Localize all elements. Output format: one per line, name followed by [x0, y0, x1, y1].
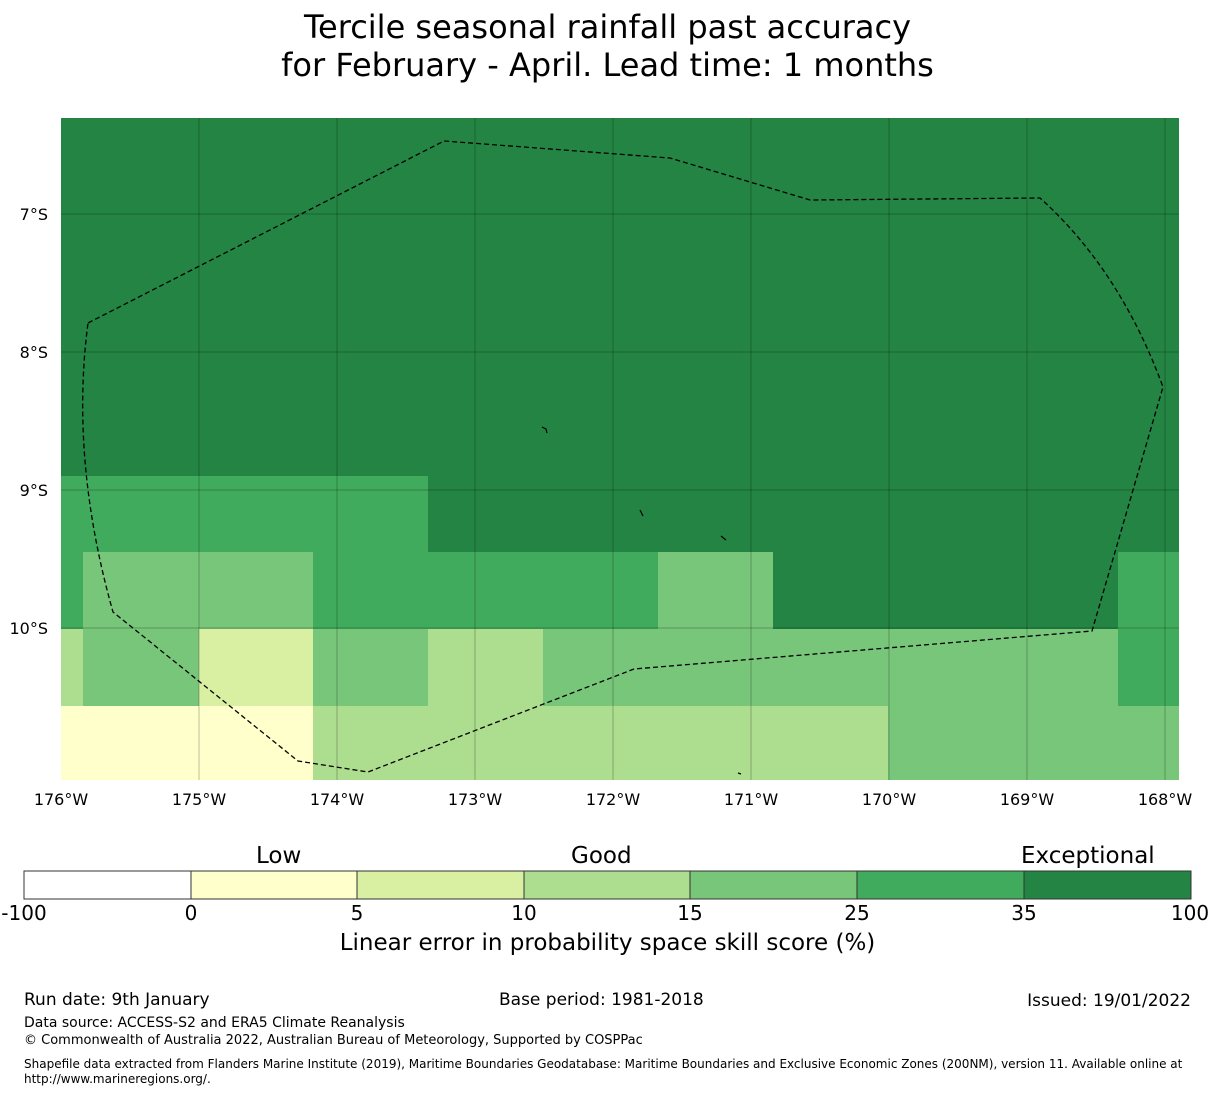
colorbar-tick: 5 [350, 901, 364, 925]
skill-cell [61, 629, 83, 706]
colorbar-swatch-5 [857, 871, 1024, 899]
shapefile-credit-line1: Shapefile data extracted from Flanders M… [24, 1057, 1183, 1071]
skill-cell [888, 706, 1179, 780]
skill-cell [61, 706, 313, 780]
island [737, 772, 742, 775]
lon-label-175w: 175°W [172, 790, 227, 809]
colorbar-swatch-4 [690, 871, 857, 899]
data-source: Data source: ACCESS-S2 and ERA5 Climate … [24, 1015, 405, 1031]
island [639, 509, 644, 517]
run-date: Run date: 9th January [24, 990, 210, 1010]
issued-date: Issued: 19/01/2022 [1027, 991, 1191, 1011]
shapefile-credit-line2: http://www.marineregions.org/. [24, 1072, 211, 1086]
gridlines [61, 118, 1179, 780]
colorbar-tick: 0 [184, 901, 198, 925]
colorbar-label-low: Low [256, 843, 302, 869]
lon-label-176w: 176°W [34, 790, 89, 809]
base-period: Base period: 1981-2018 [499, 990, 704, 1010]
skill-cell [428, 629, 543, 706]
lon-label-172w: 172°W [586, 790, 641, 809]
skill-cell [1118, 552, 1179, 706]
skill-cell [83, 552, 313, 629]
colorbar-tick: 25 [844, 901, 870, 925]
eez-boundary [82, 140, 1164, 773]
island [541, 426, 548, 434]
skill-cell [199, 629, 313, 706]
lon-label-169w: 169°W [1000, 790, 1055, 809]
skill-cell [658, 552, 773, 629]
colorbar-tick: 15 [677, 901, 703, 925]
skill-cell [61, 476, 428, 552]
lon-label-168w: 168°W [1138, 790, 1193, 809]
chart-title-line1: Tercile seasonal rainfall past accuracy [303, 8, 912, 46]
lat-label-7s: 7°S [20, 205, 48, 224]
colorbar-label-exceptional: Exceptional [1021, 843, 1155, 869]
colorbar-swatch-0 [24, 871, 191, 899]
skill-cell [83, 629, 199, 706]
colorbar-axis-label: Linear error in probability space skill … [339, 930, 876, 956]
lon-label-173w: 173°W [448, 790, 503, 809]
colorbar-tick: 35 [1011, 901, 1037, 925]
lat-label-10s: 10°S [9, 619, 48, 638]
skill-map: 7°S 8°S 9°S 10°S 176°W 175°W 174°W 173°W… [9, 118, 1193, 900]
lon-label-174w: 174°W [310, 790, 365, 809]
chart-title-line2: for February - April. Lead time: 1 month… [281, 46, 934, 84]
lon-label-170w: 170°W [862, 790, 917, 809]
colorbar-swatch-1 [191, 871, 357, 899]
colorbar-tick: 100 [1170, 901, 1210, 925]
copyright: © Commonwealth of Australia 2022, Austra… [24, 1033, 643, 1048]
lon-label-171w: 171°W [724, 790, 779, 809]
skill-cell [313, 629, 428, 706]
colorbar-swatch-3 [524, 871, 690, 899]
colorbar-tick: 10 [511, 901, 537, 925]
colorbar-tick: -100 [1, 901, 47, 925]
colorbar-label-good: Good [571, 843, 632, 869]
skill-cell [313, 706, 888, 780]
colorbar [23, 870, 1192, 900]
skill-cell [543, 629, 1118, 706]
colorbar-swatch-2 [357, 871, 524, 899]
lat-label-8s: 8°S [20, 343, 48, 362]
lat-label-9s: 9°S [20, 481, 48, 500]
island [720, 535, 727, 541]
colorbar-swatch-6 [1024, 871, 1191, 899]
colorbar-frame [23, 870, 1192, 900]
